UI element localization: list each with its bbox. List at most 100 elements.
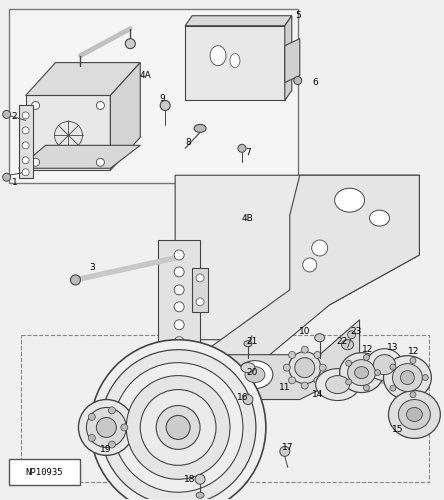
Text: 19: 19 (99, 445, 111, 454)
Ellipse shape (238, 144, 246, 152)
Polygon shape (19, 106, 32, 178)
Ellipse shape (316, 368, 360, 400)
Ellipse shape (280, 446, 290, 456)
Text: 16: 16 (237, 393, 249, 402)
Ellipse shape (289, 352, 321, 384)
Ellipse shape (108, 407, 115, 414)
Ellipse shape (245, 366, 265, 382)
Ellipse shape (22, 112, 29, 119)
Bar (20, 334, 429, 482)
Polygon shape (158, 240, 200, 354)
Polygon shape (215, 320, 360, 400)
Ellipse shape (174, 320, 184, 330)
Ellipse shape (244, 340, 252, 346)
Polygon shape (185, 26, 285, 101)
Ellipse shape (348, 360, 376, 386)
Text: 2: 2 (12, 112, 17, 121)
Ellipse shape (160, 100, 170, 110)
Ellipse shape (346, 379, 352, 385)
Ellipse shape (326, 376, 349, 394)
Text: 20: 20 (246, 368, 258, 377)
Text: 10: 10 (299, 327, 310, 336)
Text: 8: 8 (185, 138, 191, 147)
Text: 4A: 4A (139, 71, 151, 80)
Ellipse shape (335, 188, 365, 212)
Text: 13: 13 (387, 343, 398, 352)
Ellipse shape (341, 340, 353, 349)
Ellipse shape (22, 157, 29, 164)
Ellipse shape (32, 158, 40, 166)
Ellipse shape (174, 336, 184, 346)
Ellipse shape (196, 298, 204, 306)
Ellipse shape (348, 330, 356, 338)
Text: 23: 23 (350, 327, 361, 336)
Ellipse shape (174, 302, 184, 312)
Polygon shape (26, 62, 140, 96)
Ellipse shape (3, 173, 11, 181)
Text: 22: 22 (336, 337, 347, 346)
Ellipse shape (174, 267, 184, 277)
Ellipse shape (96, 102, 104, 110)
Text: 11: 11 (279, 383, 290, 392)
Ellipse shape (22, 127, 29, 134)
Polygon shape (200, 175, 420, 380)
Ellipse shape (194, 124, 206, 132)
Ellipse shape (369, 210, 389, 226)
Text: 1: 1 (12, 178, 17, 186)
Ellipse shape (22, 169, 29, 175)
Text: 3: 3 (90, 264, 95, 272)
Text: 7: 7 (245, 148, 251, 157)
Text: 5: 5 (295, 11, 301, 20)
Ellipse shape (174, 250, 184, 260)
Ellipse shape (125, 38, 135, 48)
Ellipse shape (388, 390, 440, 438)
Ellipse shape (243, 394, 253, 404)
Ellipse shape (96, 158, 104, 166)
Ellipse shape (295, 358, 315, 378)
Ellipse shape (195, 474, 205, 484)
Polygon shape (19, 146, 140, 169)
Text: 15: 15 (392, 425, 403, 434)
Text: NP10935: NP10935 (26, 468, 63, 477)
Ellipse shape (314, 377, 321, 384)
Ellipse shape (375, 370, 381, 376)
Ellipse shape (113, 362, 243, 492)
Polygon shape (185, 16, 292, 26)
Ellipse shape (312, 240, 328, 256)
Ellipse shape (364, 354, 369, 360)
Text: 18: 18 (184, 475, 196, 484)
Bar (9, 9, 298, 183)
Polygon shape (285, 16, 292, 100)
Ellipse shape (91, 340, 266, 500)
Ellipse shape (96, 418, 116, 438)
Ellipse shape (71, 275, 80, 285)
Ellipse shape (367, 348, 402, 380)
Ellipse shape (364, 385, 369, 391)
Text: 4B: 4B (242, 214, 254, 222)
Ellipse shape (108, 441, 115, 448)
Ellipse shape (237, 360, 273, 388)
Text: 12: 12 (408, 347, 419, 356)
Ellipse shape (230, 54, 240, 68)
Ellipse shape (319, 364, 326, 371)
Text: 9: 9 (159, 94, 165, 103)
Ellipse shape (398, 400, 430, 430)
Ellipse shape (390, 364, 396, 370)
Ellipse shape (340, 352, 384, 393)
Ellipse shape (410, 392, 416, 398)
Ellipse shape (289, 377, 296, 384)
Text: 12: 12 (362, 345, 373, 354)
Bar (9, 460, 80, 485)
Polygon shape (111, 62, 140, 170)
Ellipse shape (289, 352, 296, 358)
Ellipse shape (121, 424, 128, 431)
Ellipse shape (196, 492, 204, 498)
Ellipse shape (100, 350, 256, 500)
Ellipse shape (384, 356, 431, 400)
Ellipse shape (174, 285, 184, 295)
Ellipse shape (283, 364, 290, 371)
Ellipse shape (3, 110, 11, 118)
Ellipse shape (88, 414, 95, 420)
Ellipse shape (241, 362, 255, 372)
Ellipse shape (79, 400, 134, 456)
